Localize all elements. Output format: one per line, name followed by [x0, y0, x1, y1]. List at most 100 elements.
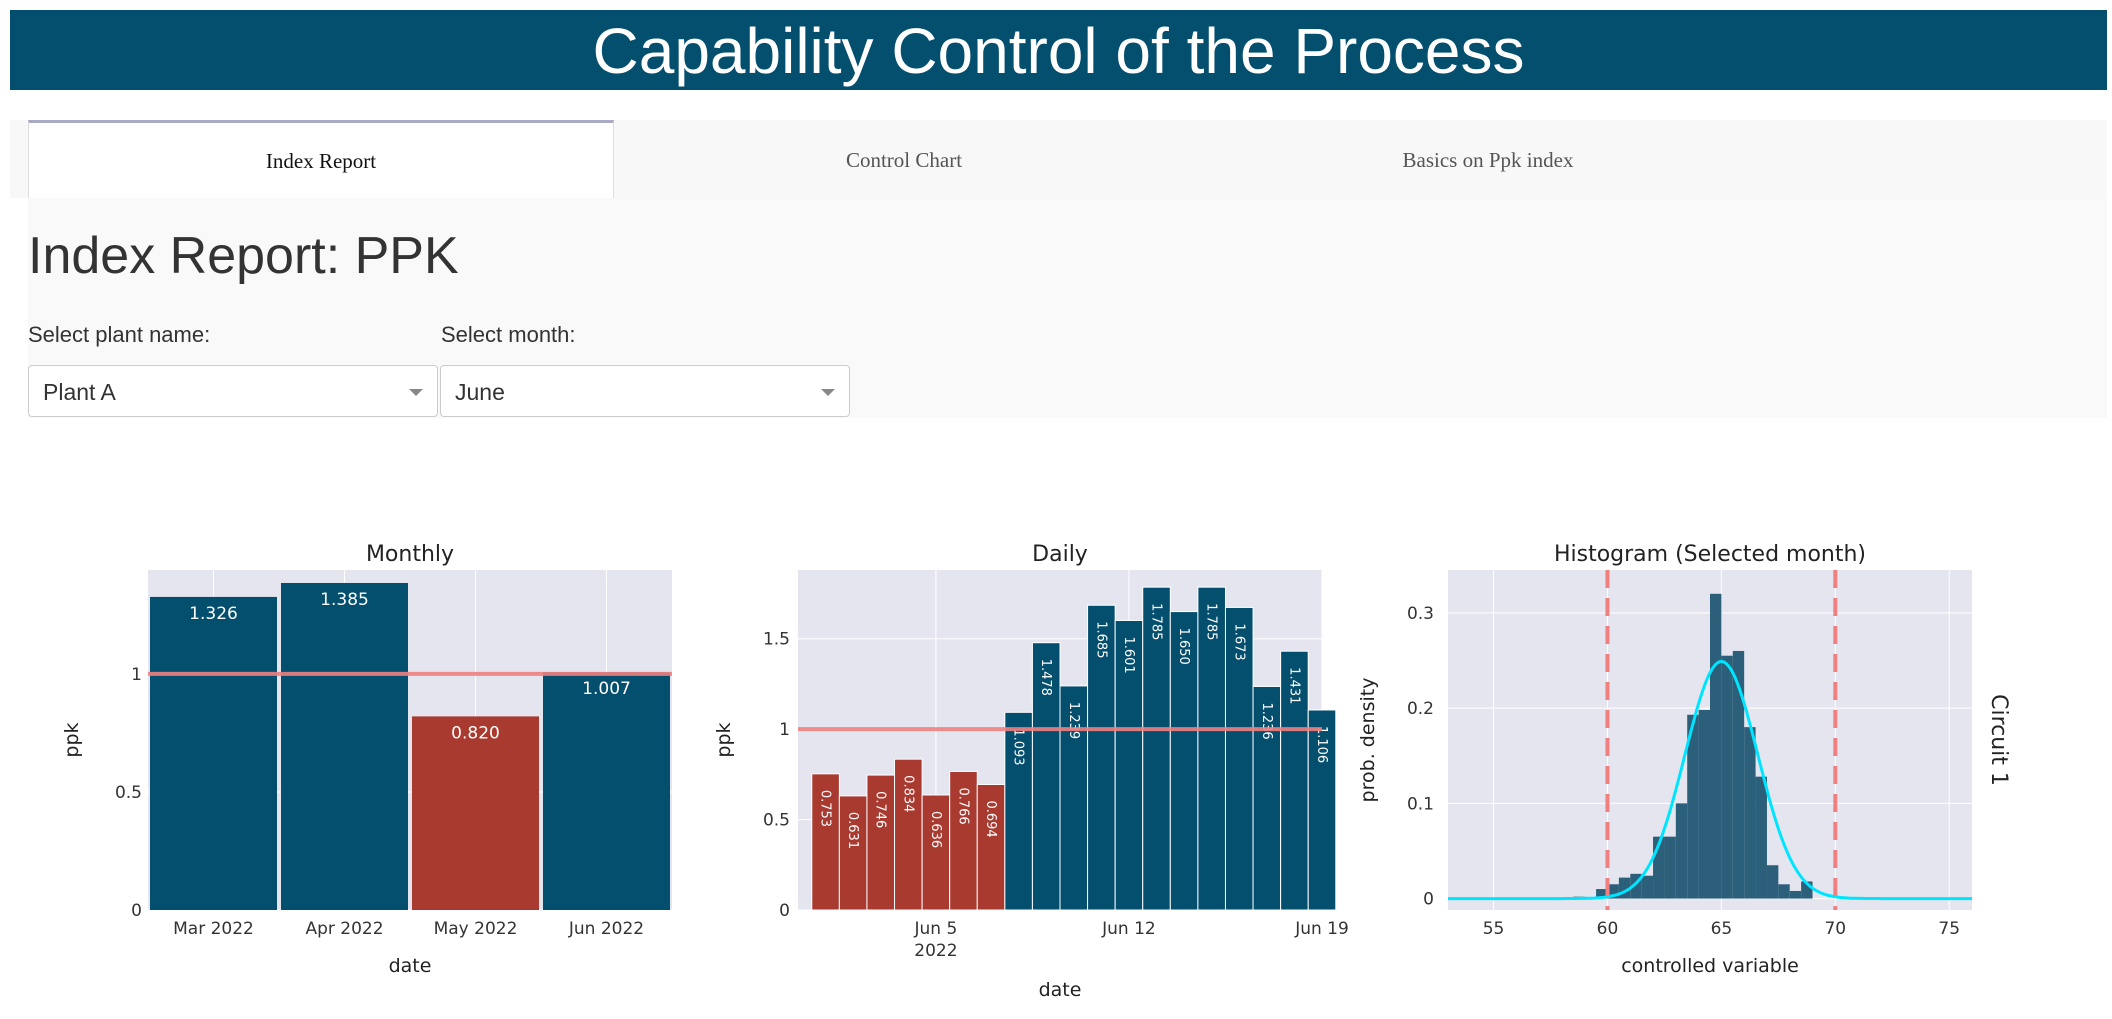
tab-basics-ppk[interactable]: Basics on Ppk index	[1196, 120, 1780, 196]
histogram-bin	[1732, 650, 1745, 899]
chart-title: Monthly	[366, 542, 454, 567]
data-label: 1.785	[1204, 603, 1219, 640]
histogram-bin	[1596, 889, 1608, 899]
data-label: 0.746	[873, 791, 888, 828]
data-label: 0.636	[928, 811, 943, 848]
bar	[866, 774, 896, 911]
data-label: 0.834	[900, 775, 915, 812]
y-axis-title: ppk	[713, 722, 735, 757]
bar	[1197, 586, 1226, 911]
data-label: 1.431	[1286, 667, 1301, 704]
data-label: 1.239	[1066, 702, 1081, 739]
data-label: 1.650	[1176, 628, 1191, 665]
x-tick-label: Jun 2022	[568, 919, 644, 939]
chevron-down-icon	[409, 389, 423, 396]
density-curve	[1448, 659, 1972, 901]
y-axis-title: ppk	[61, 722, 83, 757]
x-tick-label: Jun 12	[1101, 919, 1156, 939]
histogram-bin	[1630, 873, 1642, 899]
y-axis-title: prob. density	[1357, 678, 1379, 803]
y-tick-label: 0.3	[1407, 604, 1434, 624]
bar	[1059, 685, 1089, 911]
tab-label: Basics on Ppk index	[1402, 148, 1574, 172]
x-tick-label: 75	[1938, 919, 1960, 939]
histogram-chart: 55 60 65 70 75 0 0.1 0.2 0.3 Histogram (Selected …	[1357, 542, 2011, 977]
y-tick-label: 0.5	[763, 811, 790, 831]
plant-dropdown[interactable]: Plant A	[28, 365, 438, 417]
bar	[1224, 606, 1254, 911]
histogram-bin	[1766, 865, 1779, 899]
histogram-bin	[1675, 803, 1688, 899]
y-tick-label: 1	[779, 720, 790, 740]
bar	[1307, 709, 1337, 911]
y-tick-label: 1	[131, 665, 142, 685]
x-axis-title: controlled variable	[1621, 955, 1799, 977]
y-tick-label: 1.5	[763, 630, 790, 650]
app-title: Capability Control of the Process	[592, 15, 1525, 87]
data-label: 1.106	[1314, 726, 1329, 763]
y-tick-label: 0	[1423, 890, 1434, 910]
x-tick-label: 55	[1483, 919, 1505, 939]
histogram-bin	[1721, 655, 1733, 899]
histogram-bin	[1607, 884, 1619, 899]
y-tick-label: 0.2	[1407, 699, 1434, 719]
tab-bar: Index Report Control Chart Basics on Ppk…	[10, 120, 2107, 198]
histogram-bin	[1778, 884, 1790, 899]
data-label: 0.631	[845, 812, 860, 849]
x-tick-label: 60	[1597, 919, 1619, 939]
bar	[1004, 711, 1033, 911]
month-dropdown[interactable]: June	[440, 365, 850, 417]
histogram-bin	[1744, 727, 1756, 899]
y-tick-label: 0	[131, 901, 142, 921]
bar	[1280, 650, 1309, 911]
histogram-bin	[1664, 836, 1676, 899]
x-tick-label: Mar 2022	[173, 919, 254, 939]
x-tick-label: 65	[1711, 919, 1733, 939]
bar	[1087, 604, 1116, 911]
data-label: 1.685	[1093, 621, 1108, 658]
chart-title: Daily	[1032, 542, 1088, 567]
month-select-label: Select month:	[441, 322, 576, 347]
plant-dropdown-value: Plant A	[43, 379, 116, 405]
histogram-bin	[1618, 877, 1631, 899]
page-title: Index Report: PPK	[28, 227, 459, 285]
histogram-bin	[1641, 875, 1654, 899]
x-tick-sublabel: 2022	[914, 941, 957, 961]
bar	[1031, 642, 1061, 911]
histogram-bin	[1755, 776, 1767, 899]
data-label: 1.236	[1259, 702, 1274, 739]
y-tick-label: 0.1	[1407, 794, 1434, 814]
bar	[838, 795, 868, 911]
histogram-bin	[1789, 890, 1802, 899]
x-tick-label: Jun 19	[1294, 919, 1349, 939]
bar	[811, 773, 840, 911]
tab-label: Control Chart	[845, 148, 963, 172]
plant-select-label: Select plant name:	[28, 322, 211, 347]
monthly-ppk-chart: 0 0.5 1 1.326 Mar 2022 1.385 Apr 2022 0.820 May …	[61, 542, 672, 977]
bar	[1252, 685, 1282, 911]
month-dropdown-value: June	[455, 379, 505, 405]
bar	[412, 716, 539, 910]
data-label: 1.007	[582, 679, 631, 699]
data-label: 0.766	[955, 787, 970, 824]
x-axis-title: date	[1039, 979, 1082, 1001]
data-label: 1.326	[189, 604, 238, 624]
data-label: 0.753	[818, 790, 833, 827]
tab-control-chart[interactable]: Control Chart	[612, 120, 1196, 196]
bar	[1169, 611, 1199, 911]
x-tick-label: Jun 5	[913, 919, 957, 939]
app-title-banner: Capability Control of the Process	[10, 10, 2107, 90]
y-tick-label: 0	[779, 901, 790, 921]
x-tick-label: May 2022	[434, 919, 518, 939]
bar	[543, 672, 670, 910]
x-tick-label: Apr 2022	[305, 919, 383, 939]
bar	[281, 582, 408, 910]
daily-ppk-chart: 0 0.5 1 1.5 0.753 0.631 0.746 0.834 0.636 0.766 0.…	[713, 542, 1349, 1001]
data-label: 1.601	[1121, 636, 1136, 673]
x-axis-title: date	[389, 955, 432, 977]
tab-index-report[interactable]: Index Report	[28, 120, 614, 198]
y-tick-label: 0.5	[115, 783, 142, 803]
bar	[1114, 619, 1144, 911]
chevron-down-icon	[821, 389, 835, 396]
chart-title: Histogram (Selected month)	[1554, 542, 1866, 567]
